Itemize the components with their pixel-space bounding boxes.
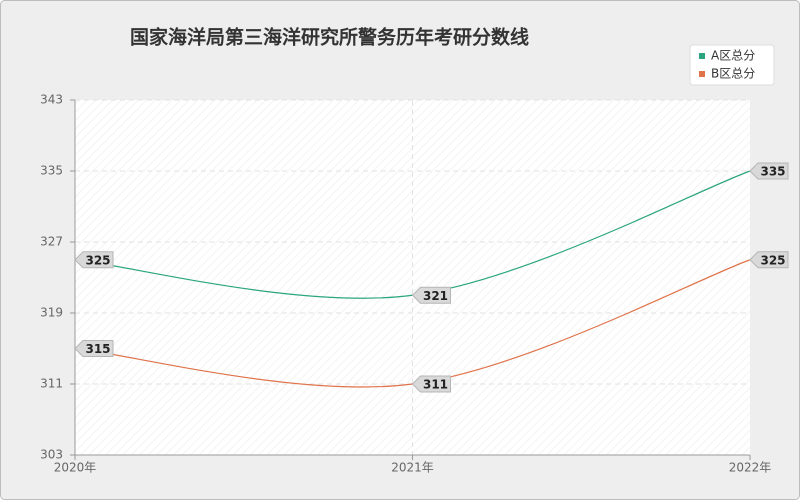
data-label: 325 bbox=[85, 253, 110, 267]
x-tick-label: 2020年 bbox=[54, 461, 97, 475]
data-label-tag bbox=[74, 251, 114, 269]
x-tick-label: 2022年 bbox=[729, 461, 772, 475]
data-label: 335 bbox=[760, 165, 785, 179]
x-tick-label: 2021年 bbox=[391, 461, 434, 475]
y-tick-label: 319 bbox=[40, 306, 63, 320]
legend-swatch bbox=[699, 71, 705, 77]
data-label-tag bbox=[411, 286, 451, 304]
y-tick-label: 303 bbox=[40, 448, 63, 462]
data-label-tag bbox=[74, 340, 114, 357]
legend-box bbox=[689, 44, 775, 86]
data-label: 315 bbox=[85, 342, 110, 356]
legend-label: B区总分 bbox=[711, 67, 755, 81]
data-label: 321 bbox=[423, 289, 448, 303]
legend-label: A区总分 bbox=[711, 49, 755, 63]
data-label: 325 bbox=[760, 253, 785, 267]
legend: A区总分 B区总分 bbox=[689, 44, 775, 86]
plot-area bbox=[75, 100, 750, 455]
y-tick-label: 311 bbox=[40, 377, 63, 391]
y-tick-label: 343 bbox=[40, 93, 63, 107]
data-label: 311 bbox=[423, 378, 448, 392]
y-tick-label: 327 bbox=[40, 235, 63, 249]
data-label-tag bbox=[411, 375, 451, 393]
chart-title: 国家海洋局第三海洋研究所警务历年考研分数线 bbox=[130, 26, 529, 49]
y-tick-label: 335 bbox=[40, 164, 63, 178]
plot: 325 321 335 315 311 325 bbox=[74, 162, 789, 393]
data-label-tag bbox=[749, 162, 789, 180]
legend-swatch bbox=[699, 53, 705, 59]
data-label-tag bbox=[749, 251, 789, 269]
